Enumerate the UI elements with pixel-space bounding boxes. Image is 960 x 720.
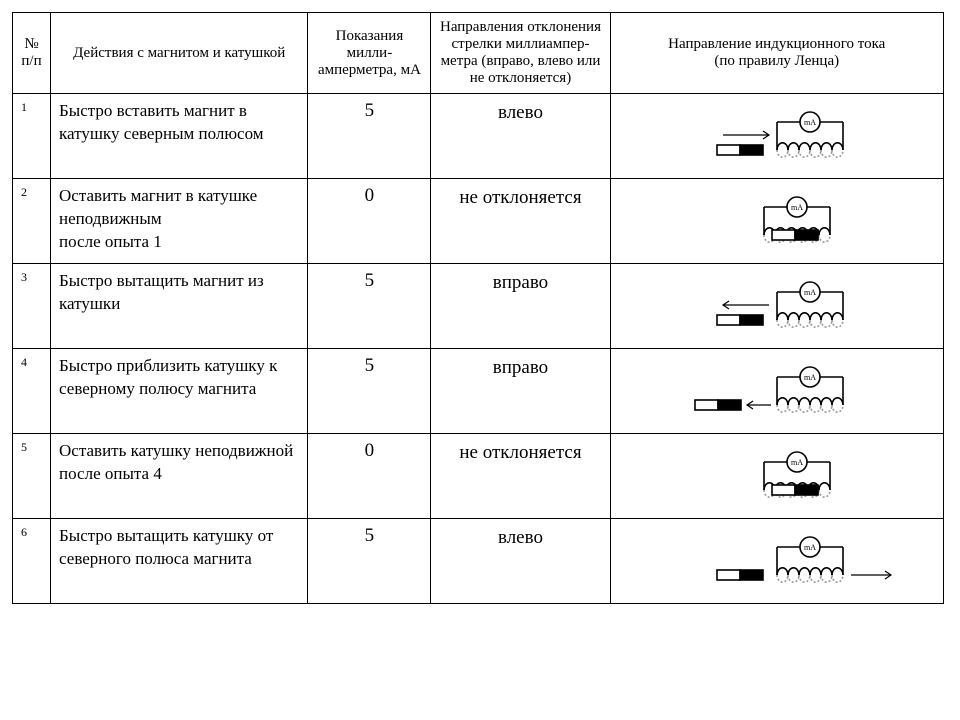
header-row: №п/п Действия с магнитом и катушкой Пока… <box>13 13 944 94</box>
cell-action: Быстро вставить магнит в катушку северны… <box>51 94 308 179</box>
cell-num: 3 <box>13 264 51 349</box>
header-reading: Показания милли-амперметра, мА <box>308 13 431 94</box>
cell-num: 5 <box>13 434 51 519</box>
cell-diagram: mA <box>610 264 944 349</box>
cell-num: 6 <box>13 519 51 604</box>
svg-text:mA: mA <box>804 373 816 382</box>
cell-deflect: не отклоняется <box>431 434 610 519</box>
cell-reading: 5 <box>308 94 431 179</box>
cell-action: Быстро вытащить магнит из катушки <box>51 264 308 349</box>
cell-diagram: mA <box>610 349 944 434</box>
coil-diagram-svg: mA <box>657 355 897 427</box>
cell-deflect: вправо <box>431 264 610 349</box>
table-row: 6Быстро вытащить катушку от северного по… <box>13 519 944 604</box>
cell-num: 4 <box>13 349 51 434</box>
header-diagram-text: Направление индукционного тока(по правил… <box>619 36 936 70</box>
svg-text:mA: mA <box>804 288 816 297</box>
header-diagram: Направление индукционного тока(по правил… <box>610 13 944 94</box>
cell-reading: 0 <box>308 179 431 264</box>
svg-text:mA: mA <box>804 543 816 552</box>
cell-diagram: mA <box>610 179 944 264</box>
svg-text:mA: mA <box>791 203 803 212</box>
cell-action: Оставить катушку неподвижной после опыта… <box>51 434 308 519</box>
header-deflect-text: Направления отклонения стрелки миллиампе… <box>439 19 601 87</box>
header-action: Действия с магнитом и катушкой <box>51 13 308 94</box>
header-num: №п/п <box>13 13 51 94</box>
experiment-table: №п/п Действия с магнитом и катушкой Пока… <box>12 12 944 604</box>
table-row: 5Оставить катушку неподвижной после опыт… <box>13 434 944 519</box>
cell-diagram: mA <box>610 519 944 604</box>
header-deflect: Направления отклонения стрелки миллиампе… <box>431 13 610 94</box>
table-row: 4Быстро приблизить катушку к северному п… <box>13 349 944 434</box>
cell-num: 1 <box>13 94 51 179</box>
cell-deflect: вправо <box>431 349 610 434</box>
cell-reading: 5 <box>308 519 431 604</box>
cell-reading: 5 <box>308 264 431 349</box>
cell-num: 2 <box>13 179 51 264</box>
cell-deflect: влево <box>431 94 610 179</box>
cell-deflect: не отклоняется <box>431 179 610 264</box>
cell-deflect: влево <box>431 519 610 604</box>
cell-reading: 0 <box>308 434 431 519</box>
coil-diagram-svg: mA <box>657 100 897 172</box>
svg-text:mA: mA <box>804 118 816 127</box>
coil-diagram-svg: mA <box>657 440 897 512</box>
cell-action: Оставить магнит в катушке неподвижнымпос… <box>51 179 308 264</box>
coil-diagram-svg: mA <box>657 185 897 257</box>
header-num-text: №п/п <box>21 36 42 70</box>
header-action-text: Действия с магнитом и катушкой <box>59 45 299 62</box>
cell-diagram: mA <box>610 434 944 519</box>
table-body: 1Быстро вставить магнит в катушку северн… <box>13 94 944 604</box>
coil-diagram-svg: mA <box>657 525 897 597</box>
svg-text:mA: mA <box>791 458 803 467</box>
header-reading-text: Показания милли-амперметра, мА <box>316 28 422 79</box>
table-row: 1Быстро вставить магнит в катушку северн… <box>13 94 944 179</box>
table-row: 2Оставить магнит в катушке неподвижнымпо… <box>13 179 944 264</box>
cell-action: Быстро приблизить катушку к северному по… <box>51 349 308 434</box>
cell-diagram: mA <box>610 94 944 179</box>
coil-diagram-svg: mA <box>657 270 897 342</box>
cell-reading: 5 <box>308 349 431 434</box>
table-row: 3Быстро вытащить магнит из катушки5вправ… <box>13 264 944 349</box>
cell-action: Быстро вытащить катушку от северного пол… <box>51 519 308 604</box>
